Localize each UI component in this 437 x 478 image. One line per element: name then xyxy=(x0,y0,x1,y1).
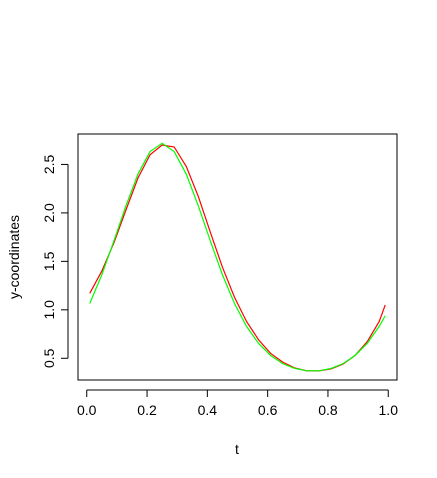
x-tick-label: 0.6 xyxy=(258,402,278,418)
y-tick-label: 1.0 xyxy=(41,300,57,320)
y-tick-label: 1.5 xyxy=(41,251,57,271)
y-axis-label: y-coordinates xyxy=(6,215,22,299)
x-tick-label: 0.2 xyxy=(137,402,157,418)
x-axis-label: t xyxy=(235,441,239,457)
x-tick-label: 0.0 xyxy=(77,402,97,418)
plot-box xyxy=(77,133,398,381)
y-tick-label: 2.0 xyxy=(41,203,57,223)
x-tick-label: 0.4 xyxy=(198,402,218,418)
x-tick-label: 0.8 xyxy=(318,402,338,418)
series-line xyxy=(89,144,386,372)
x-tick-label: 1.0 xyxy=(379,402,399,418)
y-tick-label: 2.5 xyxy=(41,154,57,174)
series-line xyxy=(89,142,386,372)
y-tick-label: 0.5 xyxy=(41,348,57,368)
